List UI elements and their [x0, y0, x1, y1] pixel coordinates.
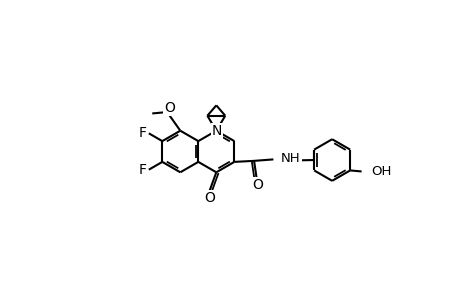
Text: OH: OH — [370, 165, 390, 178]
Text: F: F — [138, 163, 146, 177]
Text: N: N — [211, 124, 221, 138]
Text: O: O — [164, 101, 175, 115]
Text: NH: NH — [280, 152, 300, 165]
Text: O: O — [252, 178, 262, 192]
Text: F: F — [138, 126, 146, 140]
Text: O: O — [204, 190, 215, 205]
